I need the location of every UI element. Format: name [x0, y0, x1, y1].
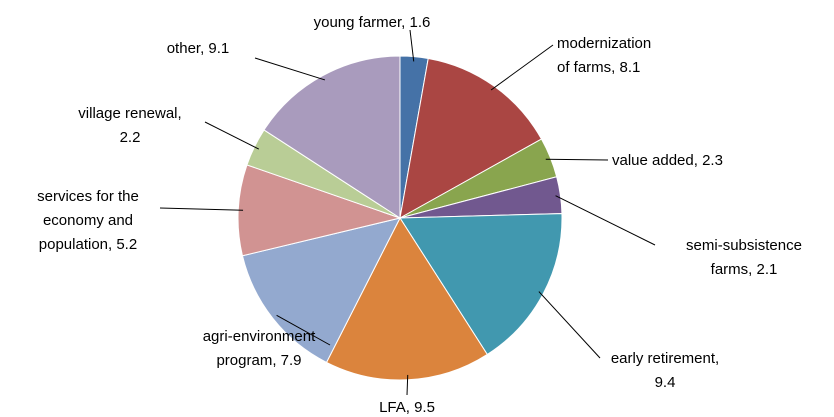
- data-label: village renewal, 2.2: [78, 105, 181, 146]
- data-label: early retirement, 9.4: [611, 350, 719, 391]
- pie-slice: [399, 57, 543, 219]
- data-label: LFA, 9.5: [379, 399, 435, 416]
- data-label: value added, 2.3: [612, 152, 723, 169]
- leader-line: [555, 195, 656, 246]
- pie-slice: [399, 213, 563, 356]
- data-label: modernization of farms, 8.1: [557, 35, 651, 76]
- data-label: young farmer, 1.6: [314, 14, 431, 31]
- pie-slice: [263, 55, 401, 219]
- data-label: semi-subsistence farms, 2.1: [686, 237, 802, 278]
- leader-line: [545, 158, 609, 161]
- pie-slice: [241, 217, 401, 364]
- leader-line: [409, 29, 415, 62]
- leader-line: [254, 57, 326, 81]
- data-label: agri-environment program, 7.9: [203, 328, 316, 369]
- leader-line: [406, 374, 409, 396]
- data-label: services for the economy and population, 5…: [37, 188, 139, 253]
- leader-line: [276, 314, 331, 346]
- leader-line: [490, 44, 554, 91]
- data-label: other, 9.1: [167, 40, 230, 57]
- leader-line: [204, 121, 260, 150]
- leader-line: [538, 291, 601, 359]
- leader-line: [159, 207, 244, 211]
